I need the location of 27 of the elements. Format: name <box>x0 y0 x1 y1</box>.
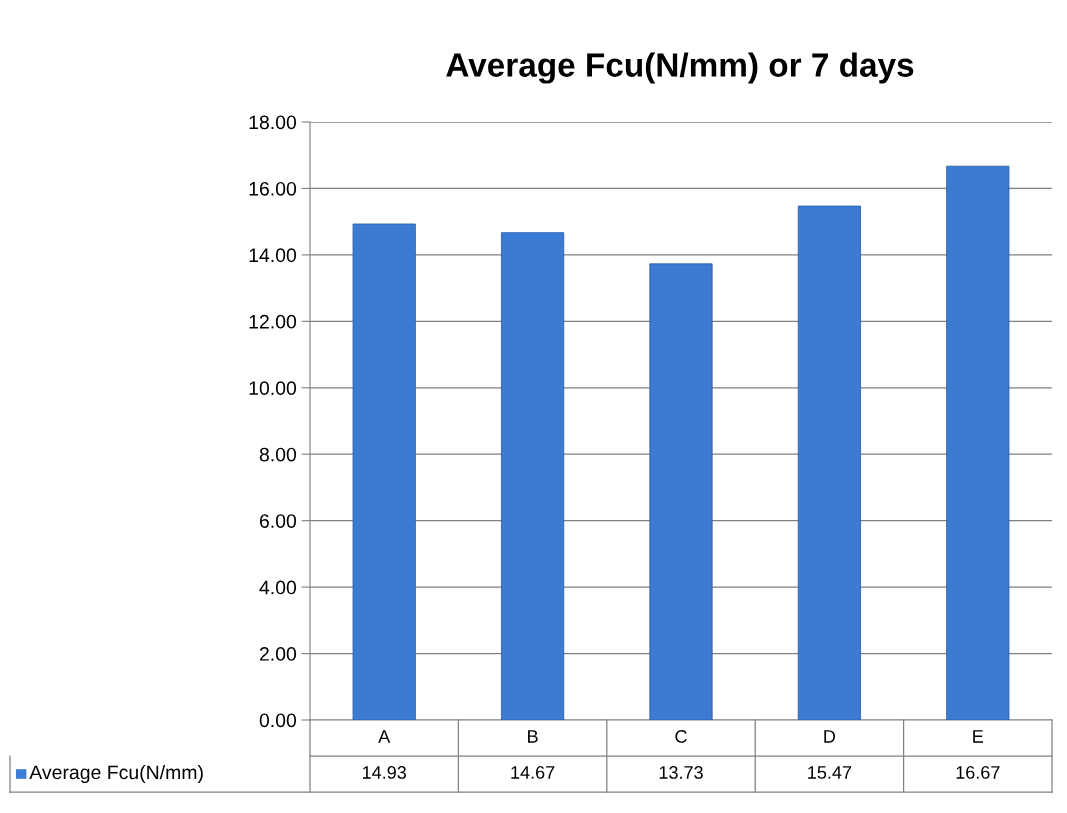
y-tick-label: 12.00 <box>249 314 297 329</box>
chart-title: Average Fcu(N/mm) or 7 days <box>446 52 914 84</box>
y-tick-label: 10.00 <box>249 381 297 396</box>
x-tick-label: D <box>824 730 836 743</box>
bar <box>501 232 565 720</box>
bar <box>649 263 713 720</box>
x-tick-label: E <box>973 730 984 743</box>
y-tick-label: 2.00 <box>259 647 297 661</box>
y-tick-label: 18.00 <box>249 115 297 130</box>
y-tick-label: 16.00 <box>249 181 297 196</box>
y-tick-label: 0.00 <box>259 713 297 728</box>
x-tick-label: B <box>528 730 538 743</box>
data-label: 13.73 <box>659 766 703 779</box>
bar <box>946 165 1010 720</box>
data-label: 14.67 <box>511 766 555 779</box>
x-tick-label: A <box>378 730 391 743</box>
y-tick-label: 14.00 <box>249 248 297 263</box>
bar <box>797 205 861 720</box>
y-tick-label: 8.00 <box>259 447 297 462</box>
bar <box>352 223 416 720</box>
y-tick-label: 6.00 <box>259 514 297 528</box>
legend-label: Average Fcu(N/mm) <box>29 764 203 784</box>
y-tick-label: 4.00 <box>259 580 297 595</box>
x-tick-label: C <box>675 730 687 743</box>
data-label: 16.67 <box>956 766 1000 779</box>
data-label: 14.93 <box>362 766 406 779</box>
data-label: 15.47 <box>808 766 852 779</box>
